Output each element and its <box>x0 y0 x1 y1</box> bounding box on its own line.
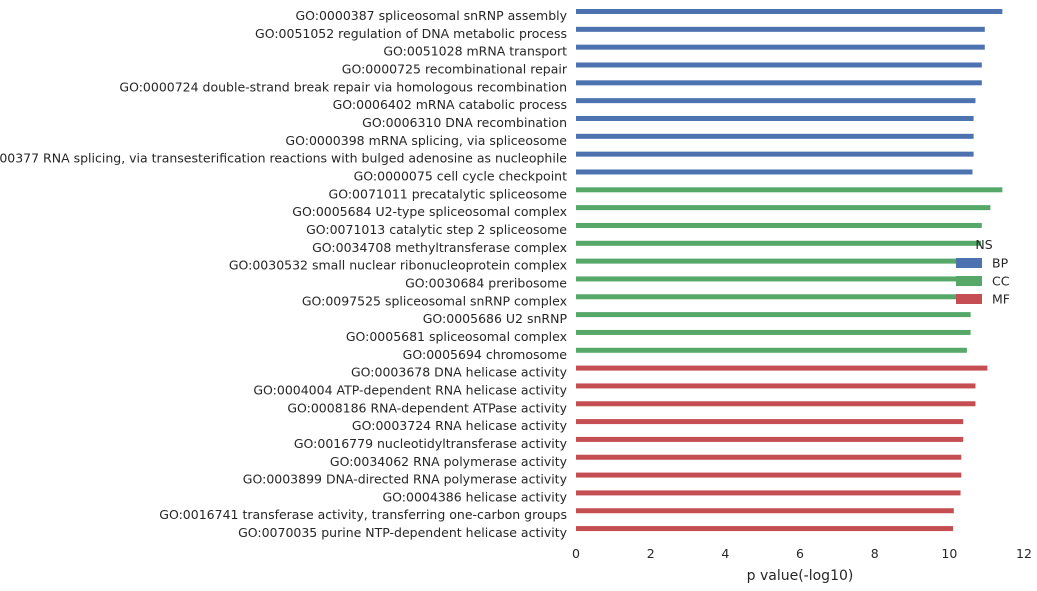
bar <box>576 169 973 175</box>
category-label: GO:0003899 DNA-directed RNA polymerase a… <box>243 472 568 487</box>
bar <box>576 62 982 68</box>
category-label: GO:0097525 spliceosomal snRNP complex <box>302 293 567 308</box>
category-label: GO:0051052 regulation of DNA metabolic p… <box>255 26 567 41</box>
bar <box>576 294 974 300</box>
category-label: GO:0034062 RNA polymerase activity <box>330 454 568 469</box>
category-label: GO:0008186 RNA-dependent ATPase activity <box>287 400 567 415</box>
category-label: GO:0003724 RNA helicase activity <box>352 418 568 433</box>
bar <box>576 187 1003 193</box>
category-label: GO:0005694 chromosome <box>403 347 568 362</box>
category-labels: GO:0000387 spliceosomal snRNP assembly GO… <box>0 8 568 540</box>
bar <box>576 240 982 246</box>
x-tick-label: 4 <box>721 546 729 561</box>
category-label: GO:0003678 DNA helicase activity <box>351 365 568 380</box>
bar <box>576 205 991 211</box>
x-tick-label: 6 <box>796 546 804 561</box>
bar <box>576 133 974 139</box>
category-label: GO:0000075 cell cycle checkpoint <box>354 168 567 183</box>
bar <box>576 347 967 353</box>
category-label: GO:0071013 catalytic step 2 spliceosome <box>306 222 567 237</box>
category-label: GO:0071011 precatalytic spliceosome <box>329 186 568 201</box>
x-tick-label: 10 <box>941 546 957 561</box>
x-tick-label: 2 <box>647 546 655 561</box>
category-label: GO:0000377 RNA splicing, via transesteri… <box>0 151 567 166</box>
category-label: GO:0005681 spliceosomal complex <box>346 329 567 344</box>
x-axis-ticks: 0 2 4 6 8 10 12 <box>572 546 1032 561</box>
category-label: GO:0000398 mRNA splicing, via spliceosom… <box>285 133 567 148</box>
category-label: GO:0006310 DNA recombination <box>362 115 567 130</box>
bar <box>576 401 976 407</box>
legend-label: MF <box>992 292 1010 307</box>
bar <box>576 9 1003 14</box>
legend-title: NS <box>975 237 992 252</box>
bar <box>576 436 964 442</box>
bar <box>576 329 971 335</box>
bar <box>576 115 974 121</box>
bar <box>576 222 982 228</box>
bar <box>576 472 962 478</box>
category-label: GO:0016741 transferase activity, transfe… <box>159 507 567 522</box>
legend-swatch <box>956 294 982 304</box>
category-label: GO:0034708 methyltransferase complex <box>312 240 567 255</box>
legend-swatch <box>956 276 982 286</box>
legend-swatch <box>956 258 982 268</box>
category-label: GO:0051028 mRNA transport <box>383 44 567 59</box>
bar <box>576 508 954 514</box>
category-label: GO:0005686 U2 snRNP <box>423 311 568 326</box>
bar <box>576 80 982 86</box>
bar <box>576 98 976 104</box>
legend: NS BP CC MF <box>956 237 1010 307</box>
bar <box>576 383 976 389</box>
bar <box>576 151 974 157</box>
x-tick-label: 8 <box>871 546 879 561</box>
category-label: GO:0000725 recombinational repair <box>342 61 568 76</box>
category-label: GO:0004386 helicase activity <box>382 489 567 504</box>
category-label: GO:0000724 double-strand break repair vi… <box>119 79 567 94</box>
legend-entries: BP CC MF <box>956 256 1010 307</box>
x-tick-label: 0 <box>572 546 580 561</box>
legend-label: BP <box>992 256 1009 271</box>
bar <box>576 258 977 264</box>
category-label: GO:0070035 purine NTP-dependent helicase… <box>238 525 568 540</box>
category-label: GO:0030532 small nuclear ribonucleoprote… <box>229 258 567 273</box>
bar <box>576 26 985 32</box>
bar <box>576 526 954 532</box>
bar <box>576 365 988 371</box>
bar <box>576 276 975 282</box>
category-label: GO:0006402 mRNA catabolic process <box>333 97 567 112</box>
category-label: GO:0016779 nucleotidyltransferase activi… <box>294 436 568 451</box>
category-label: GO:0000387 spliceosomal snRNP assembly <box>295 8 567 23</box>
bar <box>576 490 961 496</box>
bar <box>576 44 985 50</box>
category-label: GO:0030684 preribosome <box>405 275 567 290</box>
bar <box>576 454 962 460</box>
bar <box>576 312 971 318</box>
legend-label: CC <box>992 274 1010 289</box>
x-tick-label: 12 <box>1016 546 1032 561</box>
x-axis-label: p value(-log10) <box>747 568 854 584</box>
category-label: GO:0005684 U2-type spliceosomal complex <box>292 204 567 219</box>
category-label: GO:0004004 ATP-dependent RNA helicase ac… <box>253 382 567 397</box>
bars-layer <box>576 9 1003 532</box>
bar <box>576 419 964 425</box>
